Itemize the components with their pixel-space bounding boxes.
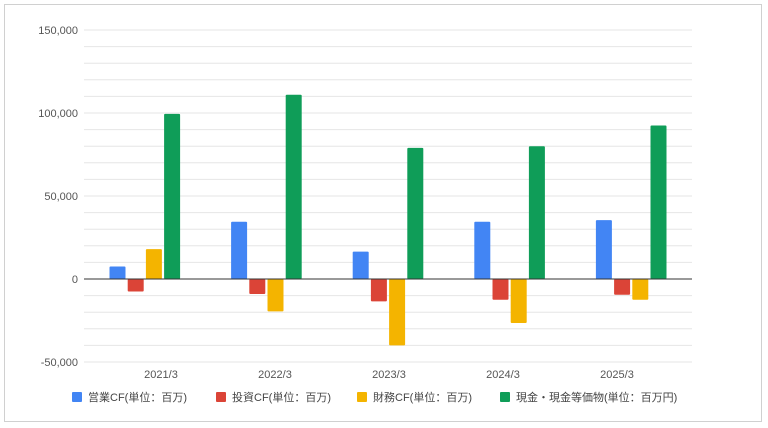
x-tick-label: 2021/3: [144, 369, 178, 381]
bar[interactable]: [492, 279, 509, 300]
x-axis-ticks: 2021/3 2022/3 2023/3 2024/3 2025/3: [144, 369, 634, 381]
y-tick-label: 50,000: [44, 191, 78, 203]
x-tick-label: 2023/3: [372, 369, 406, 381]
y-tick-label: -50,000: [41, 357, 78, 369]
bar[interactable]: [389, 279, 406, 346]
legend-swatch: [357, 392, 367, 402]
legend-item[interactable]: 現金・現金等価物(単位：百万円): [500, 390, 677, 404]
bar[interactable]: [127, 279, 144, 292]
legend-label: 現金・現金等価物(単位：百万円): [516, 390, 677, 404]
legend-label: 営業CF(単位：百万): [88, 390, 187, 404]
bar[interactable]: [164, 113, 181, 279]
legend-item[interactable]: 営業CF(単位：百万): [72, 390, 187, 404]
legend-swatch: [500, 392, 510, 402]
bar[interactable]: [249, 279, 266, 294]
y-tick-label: 100,000: [38, 108, 78, 120]
legend-item[interactable]: 投資CF(単位：百万): [216, 390, 331, 404]
bar[interactable]: [528, 146, 545, 279]
y-tick-label: 0: [72, 274, 78, 286]
bar[interactable]: [632, 279, 649, 300]
legend-item[interactable]: 財務CF(単位：百万): [357, 390, 472, 404]
bar[interactable]: [650, 125, 667, 279]
bars: [109, 94, 667, 346]
gridlines: [84, 29, 692, 363]
bar[interactable]: [595, 220, 612, 279]
x-tick-label: 2024/3: [486, 369, 520, 381]
bar[interactable]: [614, 279, 631, 295]
y-tick-label: 150,000: [38, 25, 78, 37]
bar[interactable]: [267, 279, 284, 312]
bar[interactable]: [407, 147, 424, 279]
legend: 営業CF(単位：百万) 投資CF(単位：百万) 財務CF(単位：百万) 現金・現…: [72, 390, 677, 404]
bar[interactable]: [474, 221, 491, 279]
x-tick-label: 2022/3: [258, 369, 292, 381]
bar[interactable]: [145, 249, 162, 279]
legend-label: 財務CF(単位：百万): [373, 390, 472, 404]
y-axis-ticks: 150,000 100,000 50,000 0 -50,000: [38, 25, 78, 369]
bar[interactable]: [285, 94, 302, 280]
bar[interactable]: [510, 279, 527, 323]
legend-label: 投資CF(単位：百万): [232, 390, 331, 404]
bar[interactable]: [231, 221, 248, 279]
legend-swatch: [72, 392, 82, 402]
bar[interactable]: [352, 251, 369, 279]
x-tick-label: 2025/3: [600, 369, 634, 381]
bar[interactable]: [109, 266, 126, 279]
legend-swatch: [216, 392, 226, 402]
bar[interactable]: [370, 279, 387, 302]
